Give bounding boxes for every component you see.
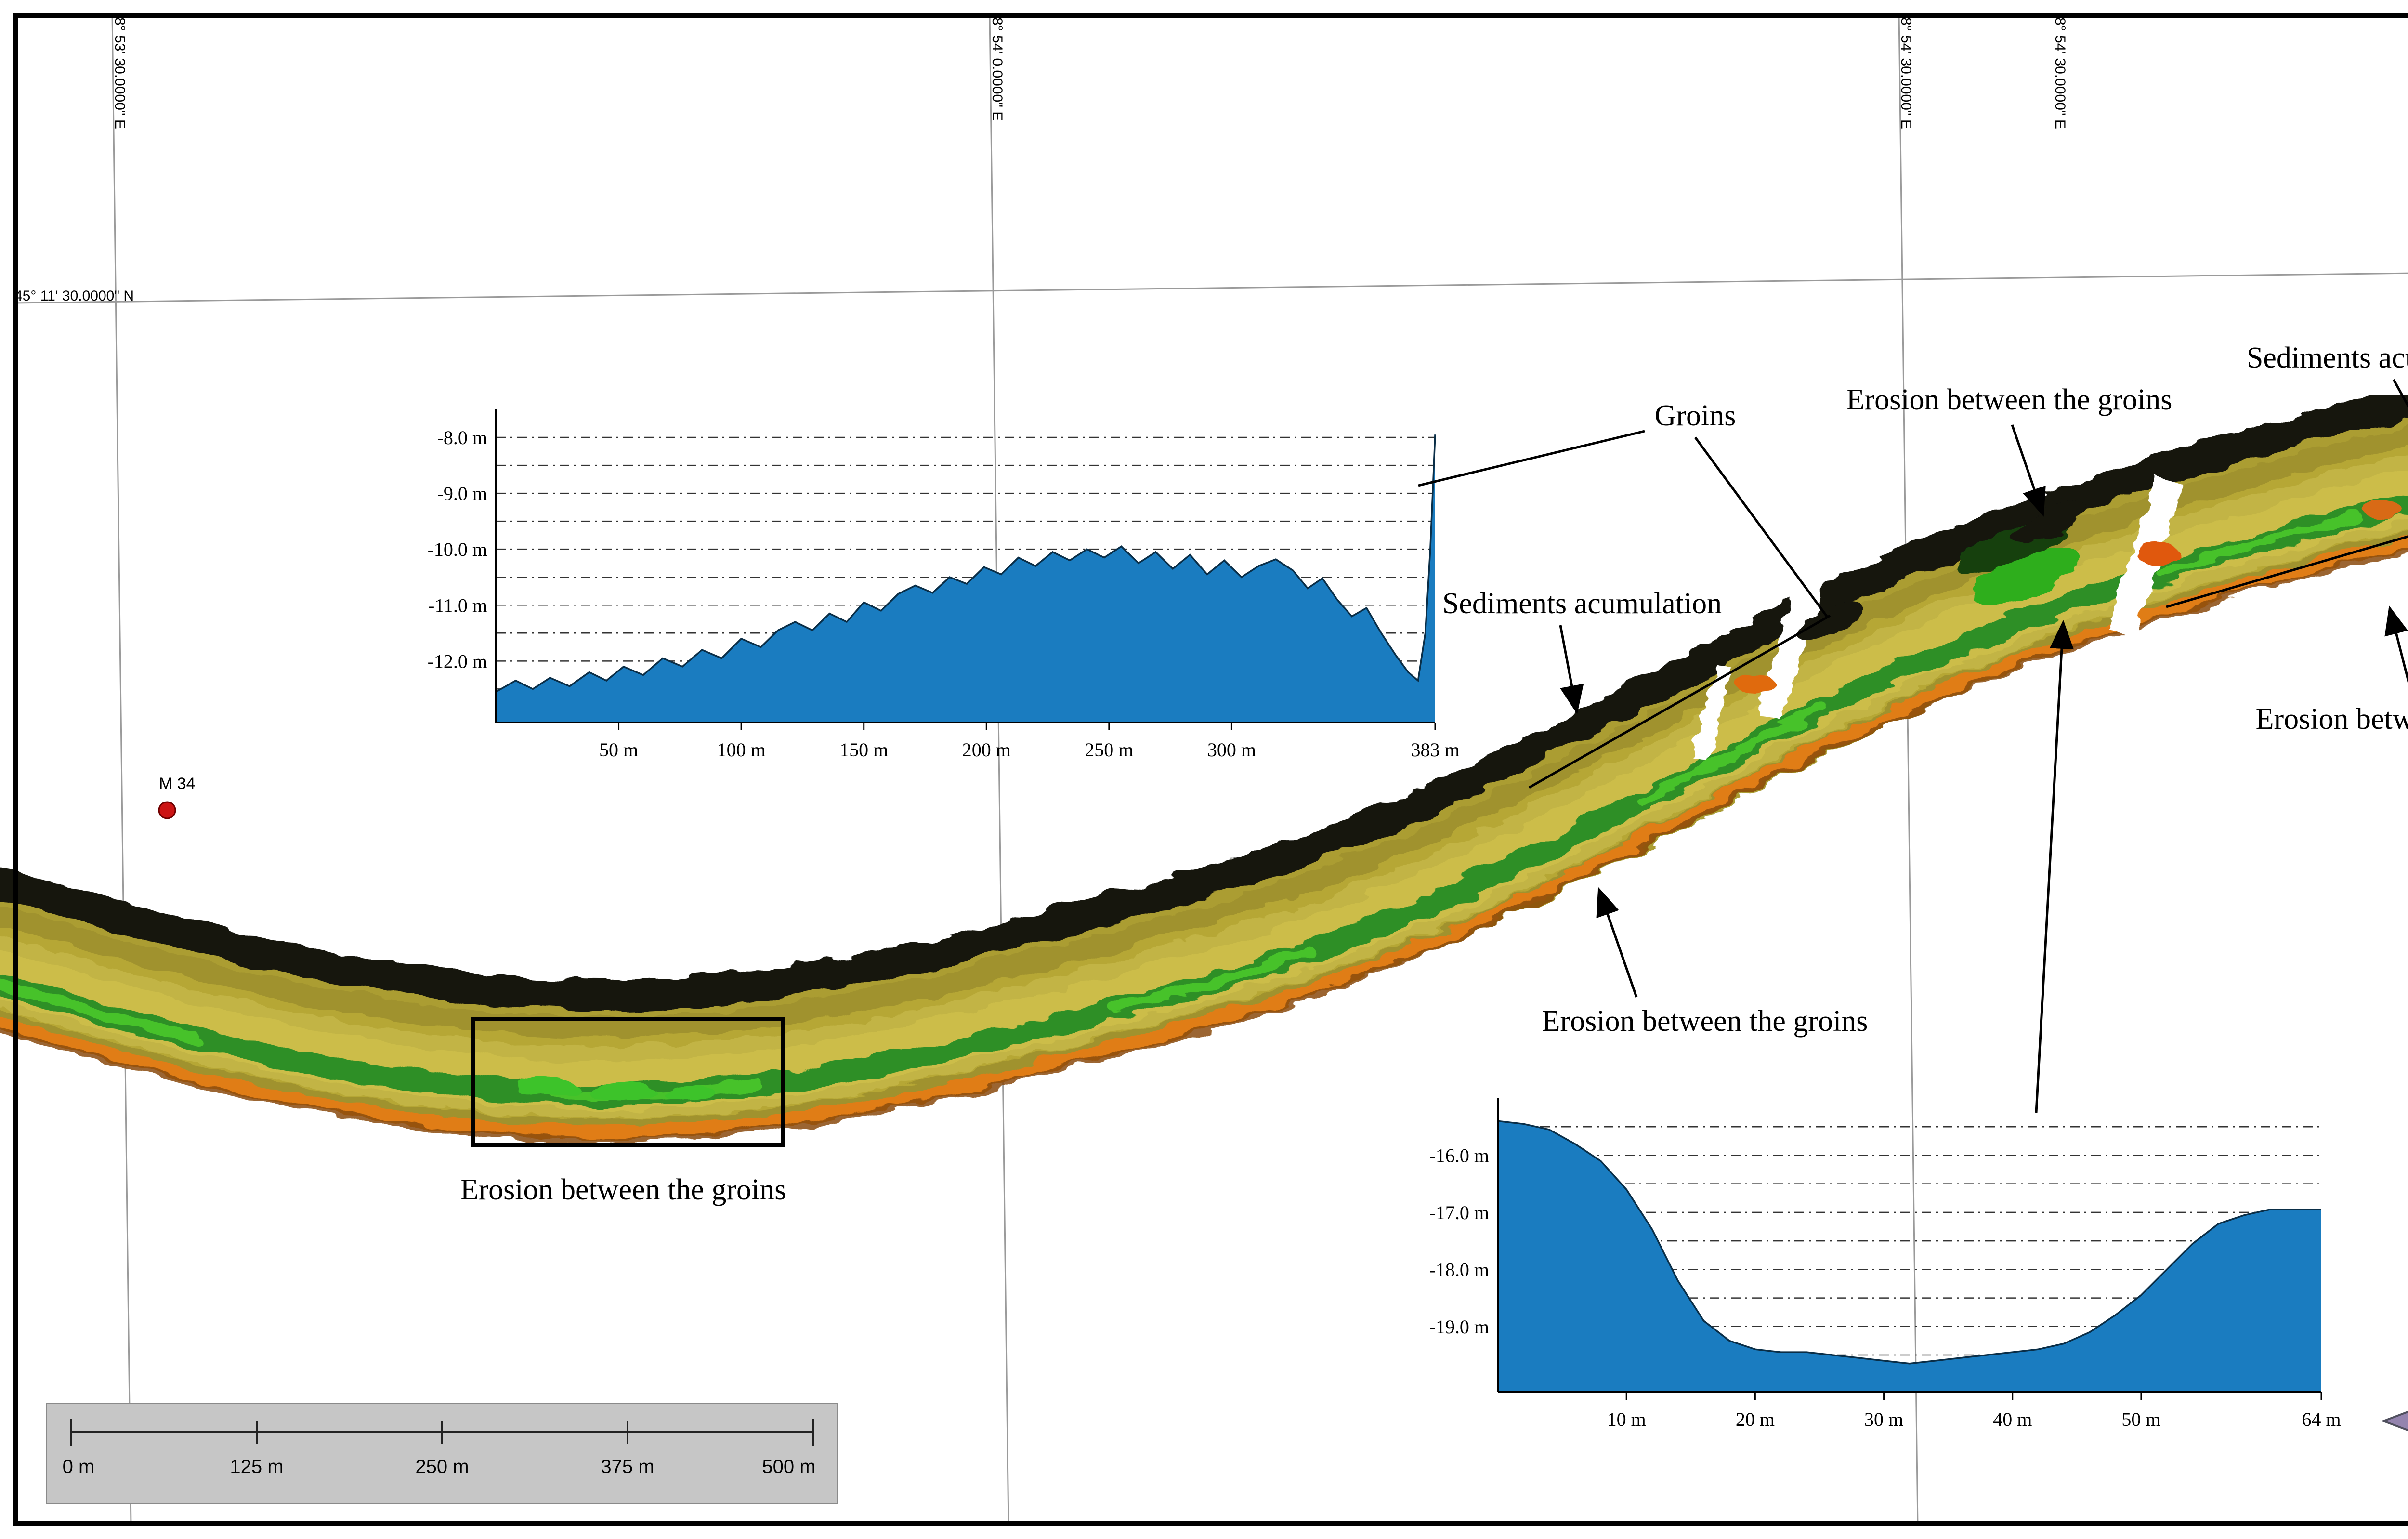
svg-text:50 m: 50 m <box>2121 1408 2160 1430</box>
svg-text:300 m: 300 m <box>1207 739 1256 761</box>
svg-text:10 m: 10 m <box>1607 1408 1646 1430</box>
scale-label-250: 250 m <box>415 1456 469 1477</box>
scale-bar-graphic <box>70 1419 814 1446</box>
svg-text:150 m: 150 m <box>839 739 888 761</box>
scale-label-125: 125 m <box>230 1456 284 1477</box>
depth-profile-chart-64m: -16.0 m -17.0 m -18.0 m -19.0 m 10 m 20 m 30 m… <box>1392 1084 2384 1452</box>
scale-label-375: 375 m <box>601 1456 654 1477</box>
svg-text:-9.0 m: -9.0 m <box>437 483 487 504</box>
svg-text:30 m: 30 m <box>1864 1408 1903 1430</box>
lat-label: 45° 11' 30.0000" N <box>14 288 134 304</box>
depth-profile-chart-383m: -8.0 m -9.0 m -10.0 m -11.0 m -12.0 m 50 m 100… <box>356 390 1474 778</box>
svg-text:-10.0 m: -10.0 m <box>428 539 487 560</box>
svg-text:383 m: 383 m <box>1411 739 1459 761</box>
svg-text:-17.0 m: -17.0 m <box>1429 1202 1489 1223</box>
annotation-groins: Groins <box>1654 399 1736 432</box>
annotation-erosion-center: Erosion between the groins <box>1542 1005 1868 1038</box>
annotation-sediments-top: Sediments acumulation <box>2246 342 2408 374</box>
scale-label-0: 0 m <box>62 1456 95 1477</box>
svg-text:20 m: 20 m <box>1736 1408 1775 1430</box>
svg-text:-18.0 m: -18.0 m <box>1429 1259 1489 1280</box>
map-frame-border <box>13 13 2408 1526</box>
svg-text:-19.0 m: -19.0 m <box>1429 1316 1489 1338</box>
scale-bar: 0 m 125 m 250 m 375 m 500 m <box>46 1403 838 1504</box>
svg-text:40 m: 40 m <box>1993 1408 2032 1430</box>
annotation-erosion-top: Erosion between the groins <box>1846 383 2172 416</box>
annotation-erosion-bottom-left: Erosion between the groins <box>460 1173 786 1206</box>
graticule-lines <box>13 13 2408 1526</box>
svg-text:200 m: 200 m <box>962 739 1011 761</box>
svg-text:100 m: 100 m <box>717 739 766 761</box>
svg-text:-8.0 m: -8.0 m <box>437 427 487 448</box>
svg-text:64 m: 64 m <box>2302 1408 2341 1430</box>
svg-text:-11.0 m: -11.0 m <box>428 594 487 616</box>
svg-text:-12.0 m: -12.0 m <box>428 650 487 672</box>
svg-text:-16.0 m: -16.0 m <box>1429 1144 1489 1166</box>
depth-profile-chart-64m-svg: -16.0 m -17.0 m -18.0 m -19.0 m 10 m 20 m 30 m… <box>1429 1098 2341 1430</box>
svg-text:50 m: 50 m <box>599 739 638 761</box>
depth-profile-chart-383m-svg: -8.0 m -9.0 m -10.0 m -11.0 m -12.0 m 50 m 100… <box>428 409 1460 761</box>
annotation-erosion-right: Erosion between the groins <box>2255 703 2408 736</box>
scale-label-500: 500 m <box>762 1456 816 1477</box>
svg-text:250 m: 250 m <box>1085 739 1133 761</box>
annotation-sediments-mid: Sediments acumulation <box>1442 587 1722 620</box>
marker-m34-label: M 34 <box>159 775 196 793</box>
